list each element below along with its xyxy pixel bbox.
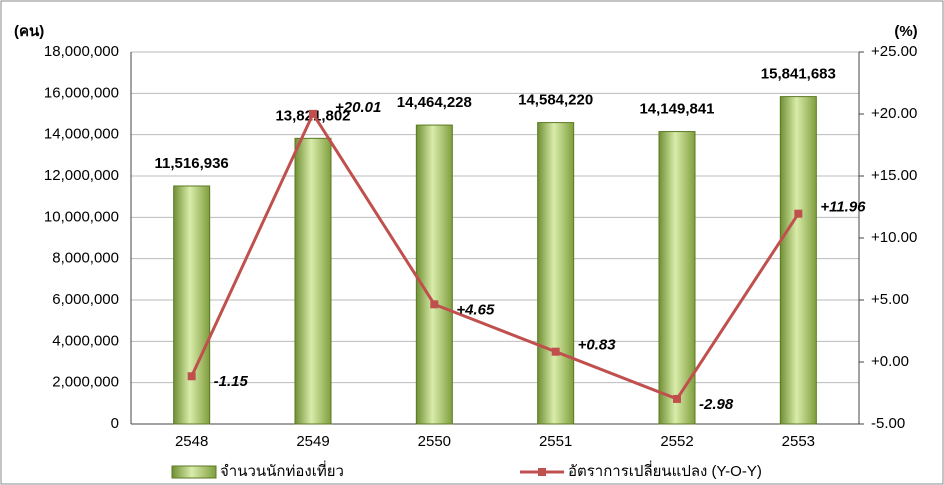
y-tick-label: 2,000,000 (52, 374, 119, 391)
y2-axis-title: (%) (894, 23, 917, 40)
legend-label: จำนวนนักท่องเที่ยว (220, 460, 344, 480)
marker (430, 300, 439, 309)
bar (779, 96, 817, 425)
data-label: 14,584,220 (518, 92, 593, 109)
bar (537, 122, 575, 425)
y2-tick-label: +15.00 (871, 167, 917, 184)
x-tick-label: 2553 (782, 433, 815, 450)
data-label: -2.98 (699, 396, 734, 413)
x-tick-label: 2550 (418, 433, 451, 450)
data-label: +11.96 (820, 199, 866, 216)
y2-tick-label: +20.00 (871, 105, 917, 122)
marker (551, 347, 560, 356)
marker (187, 372, 196, 381)
bar (173, 185, 211, 425)
y-tick-label: 18,000,000 (44, 43, 119, 60)
marker (673, 394, 681, 403)
y-tick-label: 8,000,000 (52, 250, 119, 267)
y-tick-label: 16,000,000 (44, 84, 119, 101)
y-tick-label: 10,000,000 (44, 208, 119, 225)
y2-tick-label: +0.00 (871, 353, 909, 370)
y-tick-label: 12,000,000 (44, 167, 119, 184)
y-tick-label: 14,000,000 (44, 126, 119, 143)
bar (658, 131, 696, 425)
data-label: +4.65 (456, 301, 495, 318)
data-label: -1.15 (214, 373, 249, 390)
x-tick-label: 2548 (175, 433, 208, 450)
legend-swatch (171, 465, 217, 479)
y2-tick-label: +5.00 (871, 291, 909, 308)
line (190, 110, 800, 401)
x-tick-label: 2552 (660, 433, 693, 450)
legend-swatch (538, 468, 546, 476)
y-axis-title: (คน) (14, 23, 44, 40)
y-tick-label: 0 (111, 415, 119, 432)
data-label: 14,464,228 (397, 94, 472, 111)
marker (794, 209, 803, 218)
x-tick-label: 2551 (539, 433, 572, 450)
legend-label: อัตราการเปลี่ยนแปลง (Y-O-Y) (568, 460, 762, 480)
data-label: 11,516,936 (155, 155, 229, 172)
data-label: 14,149,841 (639, 101, 714, 118)
bar (294, 137, 332, 425)
data-label: 15,841,683 (761, 66, 836, 83)
x-tick-label: 2549 (296, 433, 329, 450)
y-tick-label: 6,000,000 (52, 291, 119, 308)
y-tick-label: 4,000,000 (52, 332, 119, 349)
y2-tick-label: +10.00 (871, 229, 917, 246)
data-label: +0.83 (578, 337, 617, 354)
bar (415, 124, 453, 425)
data-label: +20.01 (335, 99, 381, 116)
marker (309, 109, 317, 118)
y2-tick-label: +25.00 (871, 43, 917, 60)
y2-tick-label: -5.00 (871, 415, 905, 432)
